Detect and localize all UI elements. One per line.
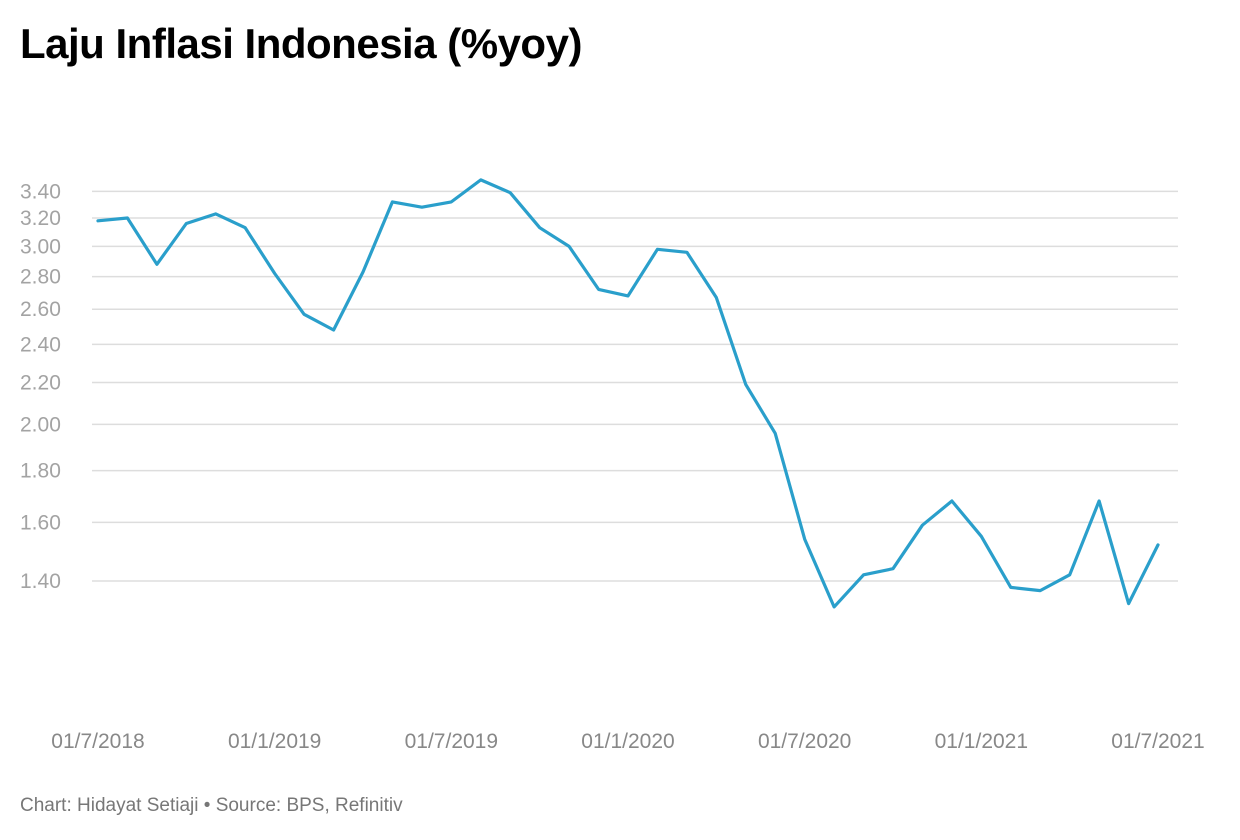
y-tick-label: 3.20 [20, 207, 61, 230]
y-tick-label: 2.40 [20, 333, 61, 356]
data-point[interactable] [387, 197, 397, 207]
data-point[interactable] [976, 531, 986, 541]
y-tick-label: 2.80 [20, 266, 61, 289]
x-tick-label: 01/7/2021 [1111, 730, 1204, 753]
x-tick-label: 01/7/2018 [51, 730, 144, 753]
source-text: Source: BPS, Refinitiv [215, 795, 403, 816]
data-point[interactable] [888, 564, 898, 574]
data-point[interactable] [1006, 582, 1016, 592]
data-point[interactable] [829, 602, 839, 612]
data-point[interactable] [1153, 540, 1163, 550]
data-point[interactable] [564, 241, 574, 251]
y-tick-label: 2.00 [20, 413, 61, 436]
data-point[interactable] [947, 496, 957, 506]
data-point[interactable] [240, 223, 250, 233]
data-point[interactable] [270, 269, 280, 279]
chart-title: Laju Inflasi Indonesia (%yoy) [20, 20, 582, 67]
data-point[interactable] [682, 247, 692, 257]
y-tick-label: 2.60 [20, 298, 61, 321]
data-point[interactable] [535, 223, 545, 233]
data-point[interactable] [417, 202, 427, 212]
data-point[interactable] [181, 219, 191, 229]
data-point[interactable] [505, 188, 515, 198]
data-point[interactable] [358, 267, 368, 277]
chart-footer: Chart: Hidayat Setiaji • Source: BPS, Re… [20, 795, 403, 817]
data-point[interactable] [446, 197, 456, 207]
inflation-series-line [96, 178, 1160, 609]
data-point[interactable] [329, 325, 339, 335]
data-point[interactable] [1065, 570, 1075, 580]
data-point[interactable] [152, 259, 162, 269]
data-point[interactable] [770, 428, 780, 438]
data-point[interactable] [711, 293, 721, 303]
data-point[interactable] [741, 380, 751, 390]
data-point[interactable] [859, 570, 869, 580]
data-point[interactable] [299, 309, 309, 319]
y-tick-label: 1.60 [20, 511, 61, 534]
separator-dot: • [198, 795, 216, 816]
x-tick-label: 01/7/2019 [405, 730, 498, 753]
data-point[interactable] [211, 209, 221, 219]
data-point[interactable] [623, 291, 633, 301]
data-point[interactable] [122, 213, 132, 223]
grid-lines [92, 190, 1178, 582]
data-point[interactable] [594, 284, 604, 294]
data-point[interactable] [917, 520, 927, 530]
x-axis-ticks: 01/7/2018 01/1/2019 01/7/2019 01/1/2020 01/7… [51, 730, 1204, 753]
credit-text: Chart: Hidayat Setiaji [20, 795, 199, 816]
y-tick-label: 3.00 [20, 235, 61, 258]
data-point[interactable] [800, 534, 810, 544]
data-point[interactable] [652, 244, 662, 254]
y-tick-label: 2.20 [20, 372, 61, 395]
x-tick-label: 01/1/2019 [228, 730, 321, 753]
y-tick-label: 1.80 [20, 460, 61, 483]
data-point[interactable] [1124, 599, 1134, 609]
y-tick-label: 1.40 [20, 570, 61, 593]
line-chart: 3.40 3.20 3.00 2.80 2.60 2.40 2.20 2.00 1.80 1.60… [20, 175, 1205, 753]
data-point[interactable] [1094, 496, 1104, 506]
data-point[interactable] [93, 216, 103, 226]
y-tick-label: 3.40 [20, 180, 61, 203]
x-tick-label: 01/1/2021 [935, 730, 1028, 753]
x-tick-label: 01/1/2020 [581, 730, 674, 753]
x-tick-label: 01/7/2020 [758, 730, 851, 753]
y-axis-ticks: 3.40 3.20 3.00 2.80 2.60 2.40 2.20 2.00 1.80 1.60… [20, 180, 61, 593]
data-point[interactable] [476, 175, 486, 185]
data-point[interactable] [1035, 586, 1045, 596]
